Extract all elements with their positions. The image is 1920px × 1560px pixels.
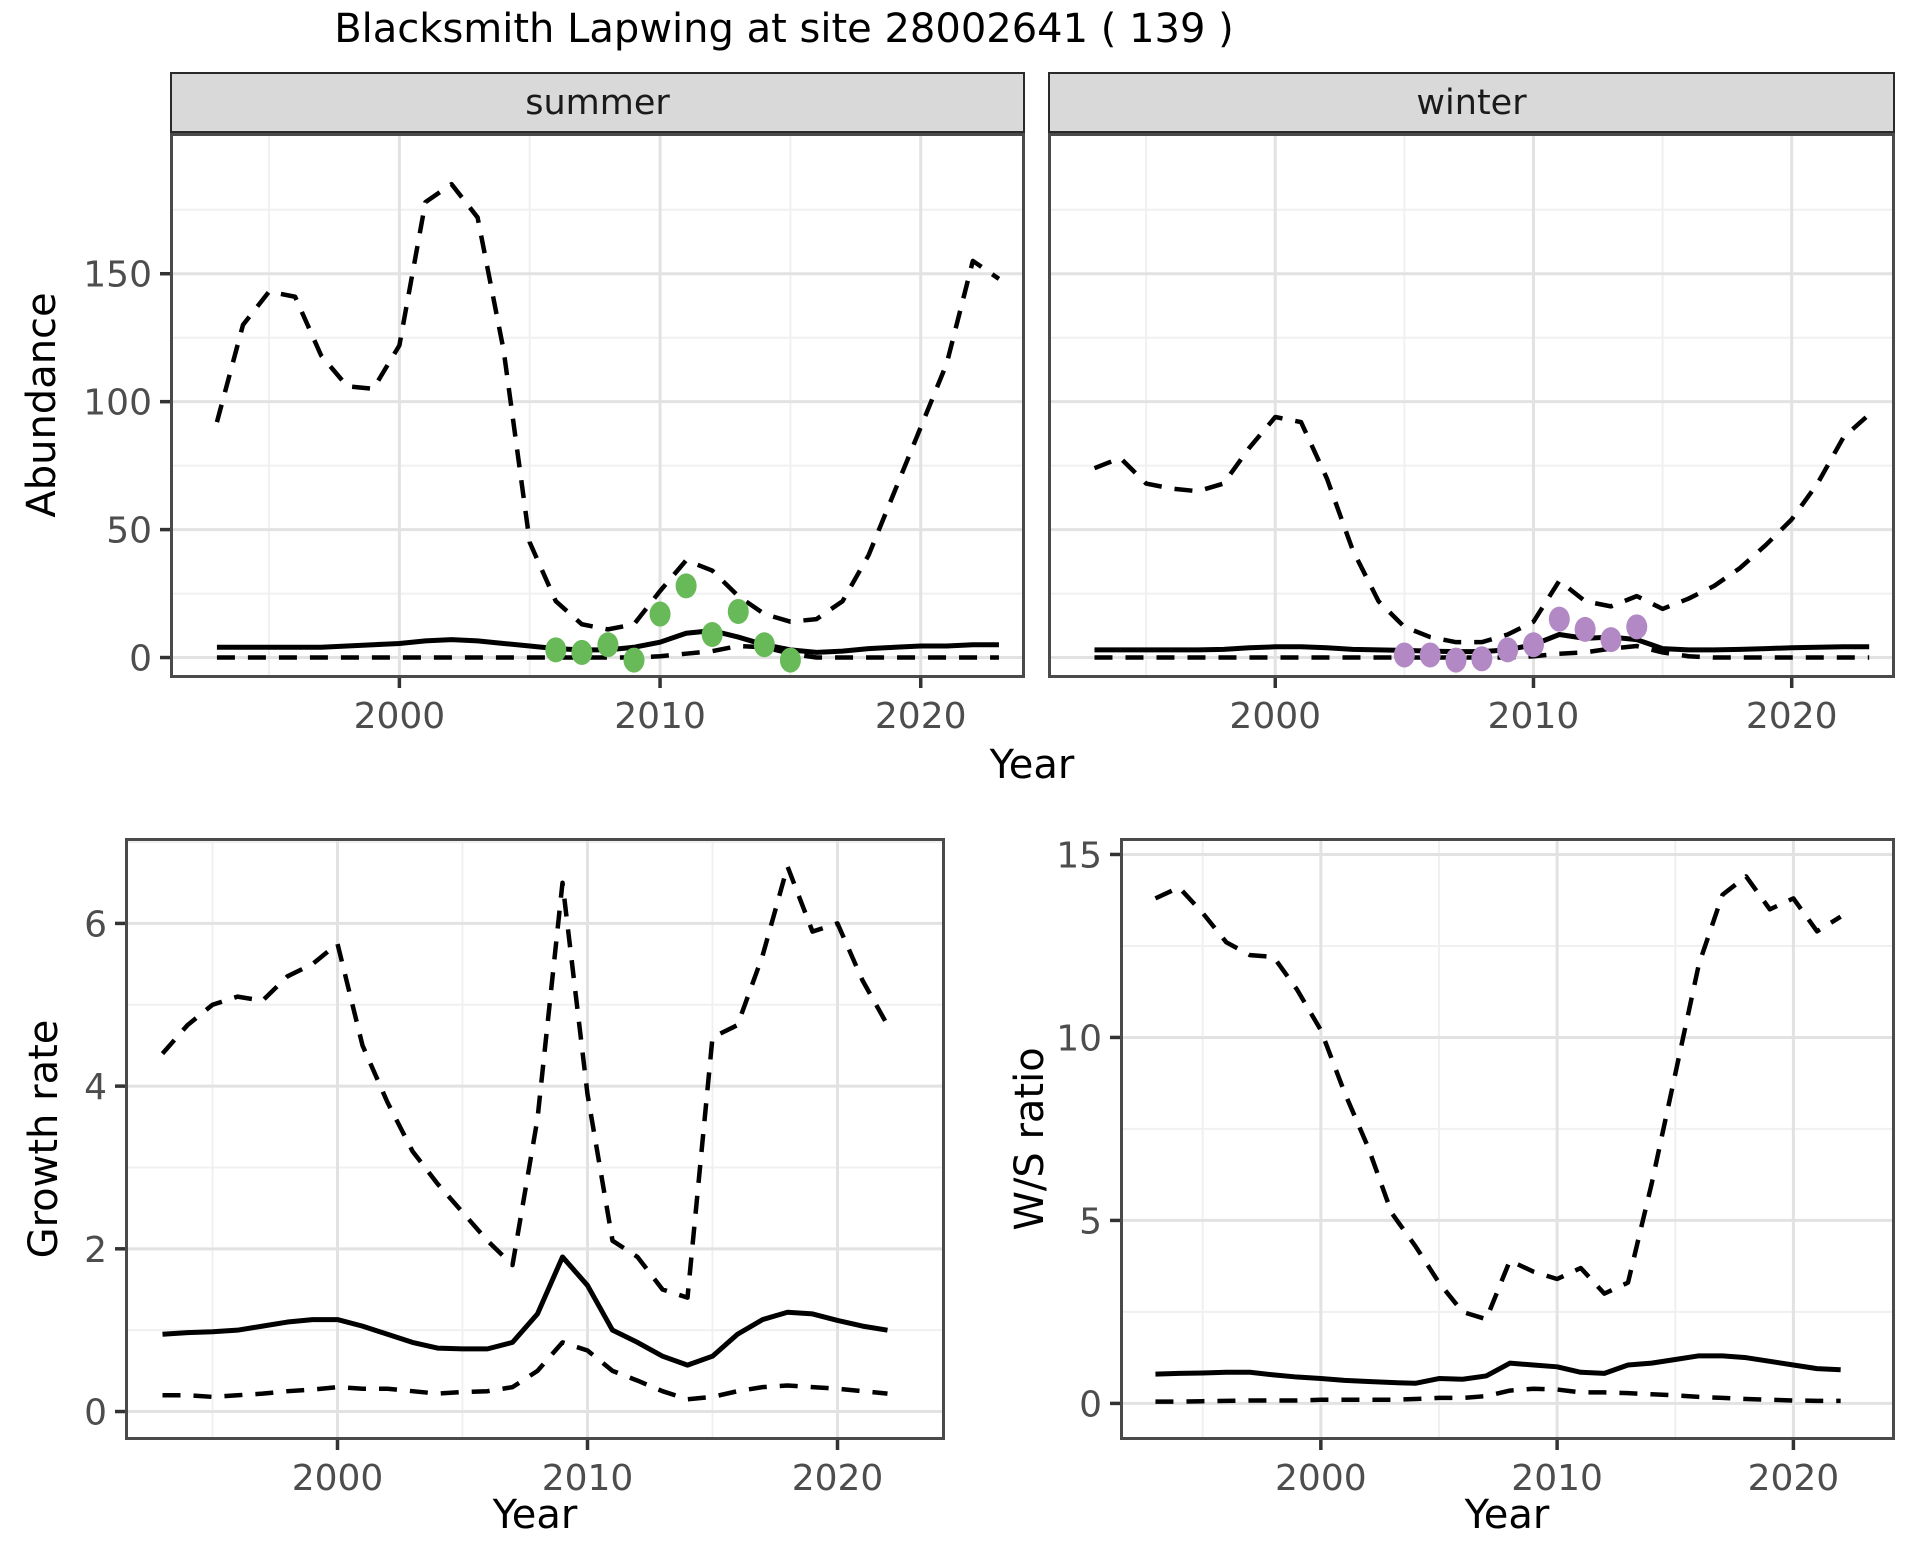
y-tick-label: 10 xyxy=(1056,1018,1102,1059)
gridlines xyxy=(170,133,1025,678)
y-tick-label: 50 xyxy=(106,511,152,552)
gridlines xyxy=(1120,838,1895,1440)
abundance-winter-observed-counts xyxy=(1393,606,1648,673)
data-point xyxy=(623,647,645,673)
x-tick-label: 2000 xyxy=(354,696,446,737)
x-tick-label: 2020 xyxy=(1748,1458,1840,1499)
ws-ratio-median-line xyxy=(1155,1353,1841,1386)
facet-strip-winter: winter xyxy=(1048,72,1895,133)
data-point xyxy=(1393,642,1415,668)
ws-ratio-lower-ci-line xyxy=(1155,1386,1841,1404)
y-tick-label: 100 xyxy=(83,383,152,424)
x-tick-label: 2020 xyxy=(875,696,967,737)
data-point xyxy=(571,639,593,665)
data-point xyxy=(1445,647,1467,673)
data-point xyxy=(701,622,723,648)
ws-ratio-upper-ci-line xyxy=(1154,874,1842,1322)
y-tick-label: 6 xyxy=(84,904,107,945)
panel-border xyxy=(1120,838,1895,1440)
data-point xyxy=(649,601,671,627)
data-point xyxy=(1574,616,1596,642)
y-tick-label: 150 xyxy=(83,255,152,296)
y-tick-label: 15 xyxy=(1056,835,1102,876)
panel-border xyxy=(1048,133,1895,678)
axis-ticks: 2000 2010 2020 0 5 10 15 xyxy=(1056,835,1839,1499)
growth-rate-lower-ci-line xyxy=(162,1340,888,1402)
data-point xyxy=(1548,606,1570,632)
x-axis-title-year-top: Year xyxy=(989,742,1075,788)
axis-ticks: 2000 2010 2020 0 2 4 6 xyxy=(84,904,883,1499)
y-tick-label: 2 xyxy=(84,1230,107,1271)
abundance-winter-upper-ci-line xyxy=(1093,412,1871,645)
growth-rate-plot: 2000 2010 2020 0 2 4 6 xyxy=(84,838,945,1499)
abundance-summer-plot: 2000 2010 2020 0 50 100 150 xyxy=(83,133,1025,737)
y-axis-title-abundance: Abundance xyxy=(19,292,65,518)
data-point xyxy=(675,573,697,599)
gridlines xyxy=(1048,133,1895,678)
data-point xyxy=(1419,642,1441,668)
axis-ticks: 2000 2010 2020 xyxy=(1229,678,1838,737)
facet-strip-summer: summer xyxy=(170,72,1025,133)
x-tick-label: 2000 xyxy=(1229,696,1321,737)
y-axis-title-ws-ratio: W/S ratio xyxy=(1007,1047,1053,1231)
x-tick-label: 2010 xyxy=(542,1458,634,1499)
x-axis-title-year-ws: Year xyxy=(1464,1492,1550,1538)
data-point xyxy=(779,647,801,673)
y-tick-label: 5 xyxy=(1079,1201,1102,1242)
data-point xyxy=(727,598,749,624)
x-tick-label: 2020 xyxy=(792,1458,884,1499)
y-tick-label: 0 xyxy=(129,639,152,680)
gridlines xyxy=(125,838,945,1440)
data-point xyxy=(1497,637,1519,663)
y-tick-label: 0 xyxy=(1079,1384,1102,1425)
x-tick-label: 2010 xyxy=(614,696,706,737)
y-axis-title-growth-rate: Growth rate xyxy=(21,1019,67,1259)
data-point xyxy=(753,632,775,658)
growth-rate-median-line xyxy=(162,1254,888,1368)
facet-strip-summer-label: summer xyxy=(525,82,670,123)
x-tick-label: 2010 xyxy=(1488,696,1580,737)
y-tick-label: 0 xyxy=(84,1393,107,1434)
data-point xyxy=(1626,614,1648,640)
data-point xyxy=(1522,632,1544,658)
data-point xyxy=(1600,627,1622,653)
abundance-winter-plot: 2000 2010 2020 xyxy=(1048,133,1895,737)
panel-border xyxy=(125,838,945,1440)
x-tick-label: 2010 xyxy=(1511,1458,1603,1499)
x-tick-label: 2000 xyxy=(292,1458,384,1499)
facet-strip-winter-label: winter xyxy=(1416,82,1527,123)
growth-rate-upper-ci-line xyxy=(160,864,890,1300)
x-axis-title-year-growth: Year xyxy=(492,1492,578,1538)
abundance-summer-lower-ci-line xyxy=(216,643,999,660)
abundance-summer-observed-counts xyxy=(545,573,801,673)
data-point xyxy=(545,637,567,663)
abundance-summer-upper-ci-line xyxy=(214,181,1001,632)
ws-ratio-plot: 2000 2010 2020 0 5 10 15 xyxy=(1056,835,1895,1499)
panel-border xyxy=(170,133,1025,678)
chart-title: Blacksmith Lapwing at site 28002641 ( 13… xyxy=(334,6,1234,52)
data-point xyxy=(597,632,619,658)
data-point xyxy=(1471,646,1493,672)
x-tick-label: 2000 xyxy=(1275,1458,1367,1499)
axis-ticks: 2000 2010 2020 0 50 100 150 xyxy=(83,255,966,737)
x-tick-label: 2020 xyxy=(1746,696,1838,737)
y-tick-label: 4 xyxy=(84,1067,107,1108)
